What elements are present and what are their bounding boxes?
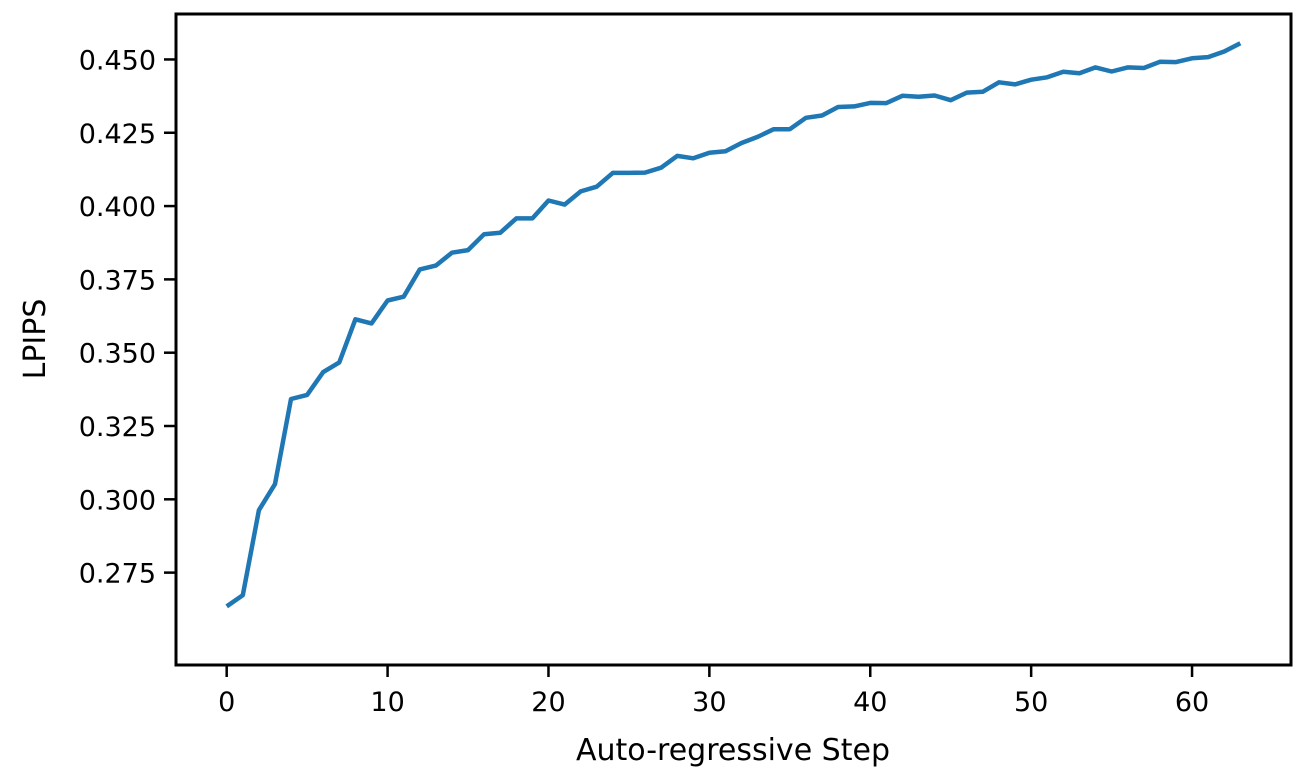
x-tick-label: 20 [531,687,565,718]
x-tick-label: 10 [370,687,404,718]
y-tick-label: 0.300 [79,485,156,516]
y-tick-label: 0.450 [79,45,156,76]
y-tick-label: 0.425 [79,119,156,150]
y-tick-label: 0.275 [79,559,156,590]
plot-frame [174,12,1293,667]
y-axis-ticks: 0.275 0.300 0.325 0.350 0.375 0.400 0.425 0.450 [79,45,176,590]
y-tick-label: 0.350 [79,339,156,370]
x-tick-label: 50 [1014,687,1048,718]
x-tick-label: 30 [692,687,726,718]
y-tick-label: 0.400 [79,192,156,223]
x-axis-label: Auto-regressive Step [576,733,890,768]
x-tick-label: 40 [853,687,887,718]
y-tick-label: 0.325 [79,412,156,443]
x-axis-ticks: 0 10 20 30 40 50 60 [218,665,1209,718]
x-tick-label: 60 [1175,687,1209,718]
series-line-lpips [225,41,1242,609]
y-axis-label: LPIPS [18,299,53,380]
x-tick-label: 0 [218,687,235,718]
y-tick-label: 0.375 [79,265,156,296]
